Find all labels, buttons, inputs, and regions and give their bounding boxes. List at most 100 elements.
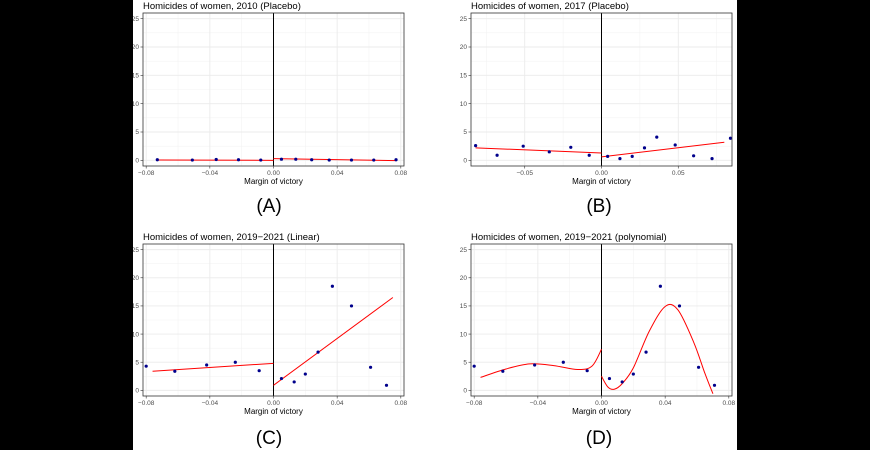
y-tick-label: 25: [133, 247, 139, 254]
data-point: [327, 158, 331, 162]
x-tick-label: −0.08: [466, 400, 483, 407]
fit-line-left: [475, 147, 602, 154]
data-point: [310, 158, 314, 162]
data-point: [587, 153, 591, 157]
panel-caption: (D): [586, 428, 612, 449]
y-tick-label: 20: [133, 275, 139, 282]
y-tick-label: 0: [135, 388, 139, 395]
fit-line-right: [273, 297, 394, 386]
data-point: [620, 380, 624, 384]
data-point: [214, 157, 218, 162]
data-point: [521, 144, 525, 148]
panel-title: Homicides of women, 2010 (Placebo): [143, 1, 301, 12]
data-point: [190, 158, 194, 162]
data-point: [710, 157, 714, 161]
x-axis-label: Margin of victory: [572, 407, 631, 416]
panel-3: Homicides of women, 2019−2021 (Linear) 0 5…: [133, 232, 408, 449]
panel-title: Homicides of women, 2019−2021 (Linear): [143, 232, 320, 243]
data-point: [495, 153, 499, 157]
x-tick-label: 0.00: [267, 170, 280, 177]
data-point: [259, 158, 263, 162]
data-point: [712, 383, 717, 387]
data-point: [501, 369, 505, 373]
x-tick-label: 0.08: [394, 170, 407, 177]
data-point: [677, 304, 682, 308]
panel-title: Homicides of women, 2019−2021 (polynomia…: [471, 232, 667, 243]
data-point: [372, 158, 376, 162]
y-tick-label: 10: [460, 331, 468, 338]
data-point: [585, 369, 589, 373]
x-tick-label: 0.00: [595, 400, 608, 407]
data-point: [696, 365, 701, 369]
y-tick-label: 0: [463, 158, 467, 165]
data-point: [279, 157, 284, 161]
x-tick-label: −0.04: [530, 400, 547, 407]
figure-canvas: Homicides of women, 2010 (Placebo) 0 5 10 15…: [133, 0, 737, 450]
data-point: [384, 383, 389, 387]
data-point: [692, 154, 696, 158]
data-point: [642, 146, 647, 150]
fit-line-left: [480, 349, 602, 378]
data-point: [394, 158, 398, 162]
y-tick-label: 20: [133, 44, 139, 51]
data-point: [303, 372, 307, 376]
data-point: [547, 150, 551, 154]
data-point: [630, 154, 634, 158]
data-point: [728, 136, 733, 140]
x-tick-label: 0.04: [331, 170, 344, 177]
data-point: [173, 369, 177, 373]
x-tick-label: 0.08: [722, 400, 735, 407]
data-point: [368, 365, 373, 369]
data-point: [618, 157, 622, 161]
panel-4: Homicides of women, 2019−2021 (polynomia…: [460, 232, 736, 449]
rdd-figure: Homicides of women, 2010 (Placebo) 0 5 10 15…: [133, 1, 736, 449]
data-point: [144, 364, 148, 368]
x-axis-label: Margin of victory: [244, 177, 303, 186]
x-tick-label: −0.04: [202, 400, 219, 407]
fit-line-right: [601, 141, 725, 158]
y-tick-label: 25: [460, 247, 468, 254]
x-tick-label: 0.00: [267, 400, 280, 407]
x-tick-label: −0.08: [138, 400, 155, 407]
data-point: [279, 376, 284, 381]
data-point: [561, 360, 565, 364]
y-tick-label: 5: [463, 129, 467, 136]
x-tick-label: 0.08: [394, 400, 407, 407]
data-point: [472, 364, 476, 368]
panel-2: Homicides of women, 2017 (Placebo) 0 5 10 15…: [460, 1, 733, 217]
data-point: [236, 158, 241, 162]
panel-caption: (C): [256, 428, 282, 449]
y-tick-label: 10: [133, 101, 139, 108]
y-tick-label: 5: [135, 129, 139, 136]
x-tick-label: −0.04: [202, 170, 219, 177]
data-point: [233, 360, 237, 364]
data-point: [349, 158, 354, 162]
y-tick-label: 20: [460, 44, 468, 51]
y-tick-label: 5: [135, 359, 139, 366]
y-tick-label: 5: [463, 359, 467, 366]
y-tick-label: 20: [460, 275, 468, 282]
y-tick-label: 25: [133, 16, 139, 23]
x-axis-label: Margin of victory: [244, 407, 303, 416]
data-point: [655, 135, 659, 139]
data-point: [349, 304, 354, 308]
data-point: [607, 376, 612, 381]
x-tick-label: 0.04: [331, 400, 344, 407]
fit-line-right: [273, 158, 397, 162]
x-tick-label: 0.00: [595, 170, 608, 177]
x-axis-label: Margin of victory: [572, 177, 631, 186]
y-tick-label: 15: [133, 303, 139, 310]
data-point: [606, 154, 610, 158]
data-point: [205, 363, 209, 367]
data-point: [294, 157, 298, 161]
y-tick-label: 10: [460, 101, 468, 108]
data-point: [257, 369, 261, 373]
data-point: [155, 158, 159, 162]
panel-title: Homicides of women, 2017 (Placebo): [471, 1, 629, 12]
y-tick-label: 25: [460, 16, 468, 23]
data-point: [631, 372, 635, 376]
x-tick-label: −0.08: [138, 170, 155, 177]
data-point: [658, 284, 662, 288]
data-point: [292, 380, 296, 384]
data-point: [533, 363, 537, 367]
